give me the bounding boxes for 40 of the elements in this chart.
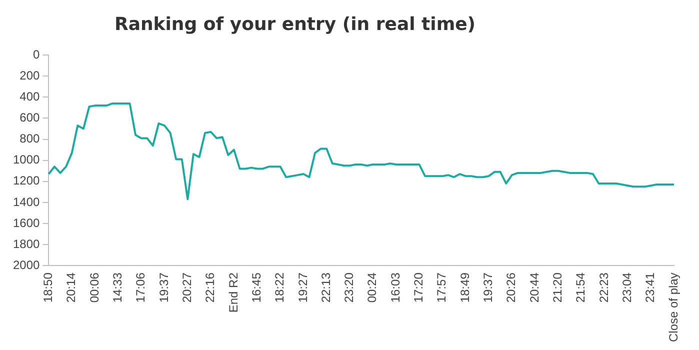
y-tick-label: 400 xyxy=(20,89,40,104)
x-tick-label: 17:20 xyxy=(412,272,426,303)
y-tick-label: 0 xyxy=(33,47,40,62)
y-tick-label: 1200 xyxy=(12,174,40,188)
x-tick-label: 21:54 xyxy=(574,272,588,303)
x-tick-label: 23:20 xyxy=(342,272,356,303)
x-tick-label: 23:41 xyxy=(643,272,658,303)
x-tick-label: 14:33 xyxy=(110,272,124,303)
x-tick-label: 21:20 xyxy=(550,272,565,303)
x-tick-label: 00:24 xyxy=(365,272,380,303)
x-tick-label: 22:23 xyxy=(596,272,611,303)
x-tick-label: 00:06 xyxy=(87,272,102,303)
x-tick-label: 19:27 xyxy=(296,272,310,303)
y-tick-label: 2000 xyxy=(12,258,40,272)
x-tick-label: 22:13 xyxy=(318,272,333,303)
x-tick-label: 19:37 xyxy=(481,272,496,303)
y-tick-label: 800 xyxy=(20,132,40,146)
x-tick-label: 16:45 xyxy=(249,272,264,303)
x-tick-label: 20:26 xyxy=(504,272,518,303)
x-tick-label: 18:49 xyxy=(458,272,472,303)
x-tick-label: Close of play xyxy=(666,272,680,342)
y-tick-label: 1000 xyxy=(12,152,40,167)
x-tick-label: 18:22 xyxy=(272,272,287,303)
x-tick-label: 23:04 xyxy=(620,272,634,303)
x-tick-label: End R2 xyxy=(226,272,240,313)
y-tick-label: 600 xyxy=(20,110,40,124)
x-tick-label: 17:57 xyxy=(434,272,449,303)
x-tick-label: 20:14 xyxy=(64,272,78,303)
x-tick-label: 18:50 xyxy=(41,272,56,303)
x-tick-label: 22:16 xyxy=(203,272,218,303)
y-tick-label: 1800 xyxy=(12,236,40,251)
x-tick-label: 17:06 xyxy=(134,272,148,303)
x-tick-label: 20:27 xyxy=(180,272,194,303)
y-tick-label: 200 xyxy=(20,68,40,82)
chart-title: Ranking of your entry (in real time) xyxy=(113,14,477,35)
y-tick-label: 1400 xyxy=(12,194,40,209)
x-tick-label: 20:44 xyxy=(527,272,542,303)
x-tick-label: 16:03 xyxy=(388,272,402,303)
y-tick-label: 1600 xyxy=(12,216,40,230)
x-tick-label: 19:37 xyxy=(156,272,171,303)
